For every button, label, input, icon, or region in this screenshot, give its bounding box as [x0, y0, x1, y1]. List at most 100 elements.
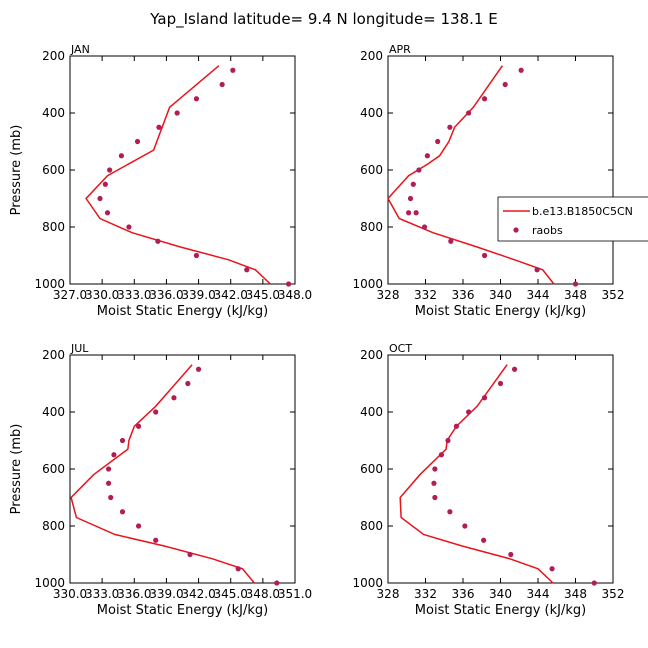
raobs-point [511, 366, 518, 372]
panels-group: JAN327.0330.0333.0336.0339.0342.0345.034… [9, 43, 624, 618]
y-tick-label: 400 [360, 405, 383, 419]
y-tick-label: 800 [360, 519, 383, 533]
raobs-point [453, 423, 460, 429]
raobs-point [447, 124, 453, 130]
raobs-point [481, 395, 488, 401]
raobs-point [438, 452, 445, 458]
legend: b.e13.B1850C5CN raobs [497, 196, 648, 242]
raobs-point [193, 96, 200, 102]
raobs-point [466, 409, 472, 415]
y-tick-label: 600 [360, 163, 383, 177]
y-tick-label: 800 [360, 220, 383, 234]
x-tick-label: 332 [414, 288, 437, 302]
x-tick-label: 352 [602, 587, 625, 601]
raobs-point [274, 580, 280, 586]
raobs-point [219, 81, 225, 88]
x-tick-label: 336.0 [117, 587, 151, 601]
x-tick-label: 348.0 [278, 288, 312, 302]
x-tick-label: 345.0 [214, 587, 248, 601]
y-tick-label: 800 [42, 519, 65, 533]
raobs-point [174, 110, 180, 116]
x-tick-label: 328 [377, 288, 400, 302]
y-tick-label: 600 [42, 163, 65, 177]
x-tick-label: 328 [377, 587, 400, 601]
raobs-point [97, 195, 103, 202]
x-axis-label: Moist Static Energy (kJ/kg) [97, 304, 268, 319]
x-axis-label: Moist Static Energy (kJ/kg) [415, 603, 586, 618]
panel-label: APR [389, 43, 411, 56]
raobs-point [410, 181, 416, 187]
raobs-point [462, 523, 468, 529]
raobs-point [424, 153, 430, 159]
y-tick-label: 600 [42, 462, 65, 476]
y-tick-label: 1000 [352, 277, 383, 291]
raobs-point [413, 210, 419, 216]
raobs-point [481, 252, 488, 259]
raobs-point [135, 523, 142, 529]
plot-frame [387, 55, 614, 285]
raobs-point [135, 423, 142, 429]
raobs-point [421, 224, 428, 230]
x-tick-label: 330.0 [53, 587, 87, 601]
raobs-point [108, 494, 114, 501]
x-tick-label: 348 [564, 288, 587, 302]
raobs-point [497, 380, 504, 387]
legend-points-label: raobs [532, 224, 563, 237]
x-tick-label: 348.0 [246, 587, 280, 601]
y-tick-label: 400 [42, 106, 65, 120]
y-tick-label: 800 [42, 220, 65, 234]
x-tick-label: 339.0 [149, 587, 183, 601]
panel-label: OCT [389, 342, 412, 355]
raobs-point [195, 366, 202, 372]
raobs-point [107, 167, 113, 173]
raobs-point [431, 480, 437, 486]
model-line-series [85, 65, 271, 285]
x-tick-label: 348 [564, 587, 587, 601]
x-axis-label: Moist Static Energy (kJ/kg) [97, 603, 268, 618]
x-tick-label: 340 [489, 587, 512, 601]
raobs-point [134, 138, 141, 145]
y-axis-label: Pressure (mb) [9, 424, 24, 515]
y-tick-label: 1000 [352, 576, 383, 590]
raobs-point [549, 566, 555, 572]
y-tick-label: 600 [360, 462, 383, 476]
raobs-point [235, 566, 241, 572]
panel-label: JAN [70, 43, 90, 56]
chart-panel-jan: JAN 327.0330.0333.0336.0339.0342.0345.034… [9, 43, 312, 319]
raobs-point [185, 380, 191, 387]
raobs-point [285, 281, 292, 287]
y-tick-label: 200 [360, 49, 383, 63]
x-tick-label: 352 [602, 288, 625, 302]
chart-panel-apr: APR 328 332 336 340 344 348 352 200 400 600 800 1000… [352, 43, 624, 319]
plot-frame [69, 55, 296, 285]
x-tick-label: 333.0 [117, 288, 151, 302]
y-axis-label: Pressure (mb) [9, 125, 24, 216]
raobs-point [193, 252, 200, 259]
x-tick-label: 336 [452, 288, 475, 302]
raobs-point [156, 124, 162, 130]
figure-title: Yap_Island latitude= 9.4 N longitude= 13… [149, 10, 497, 29]
x-tick-label: 336.0 [149, 288, 183, 302]
y-tick-label: 1000 [34, 277, 65, 291]
raobs-point [448, 238, 454, 244]
raobs-point [171, 395, 177, 401]
x-tick-label: 342.0 [214, 288, 248, 302]
panel-label: JUL [70, 342, 89, 355]
y-tick-label: 200 [42, 348, 65, 362]
raobs-point [104, 210, 111, 216]
legend-box [497, 196, 648, 242]
raobs-point [508, 551, 514, 558]
raobs-point [481, 96, 488, 102]
y-tick-label: 400 [360, 106, 383, 120]
plot-frame [387, 354, 614, 584]
model-line-series [70, 364, 255, 584]
raobs-point [111, 452, 117, 458]
x-tick-label: 327.0 [53, 288, 87, 302]
raobs-point [119, 509, 126, 515]
x-tick-label: 344 [527, 587, 550, 601]
raobs-point [432, 466, 438, 472]
raobs-point [230, 67, 236, 73]
plot-frame [69, 354, 296, 584]
raobs-point [591, 580, 597, 586]
